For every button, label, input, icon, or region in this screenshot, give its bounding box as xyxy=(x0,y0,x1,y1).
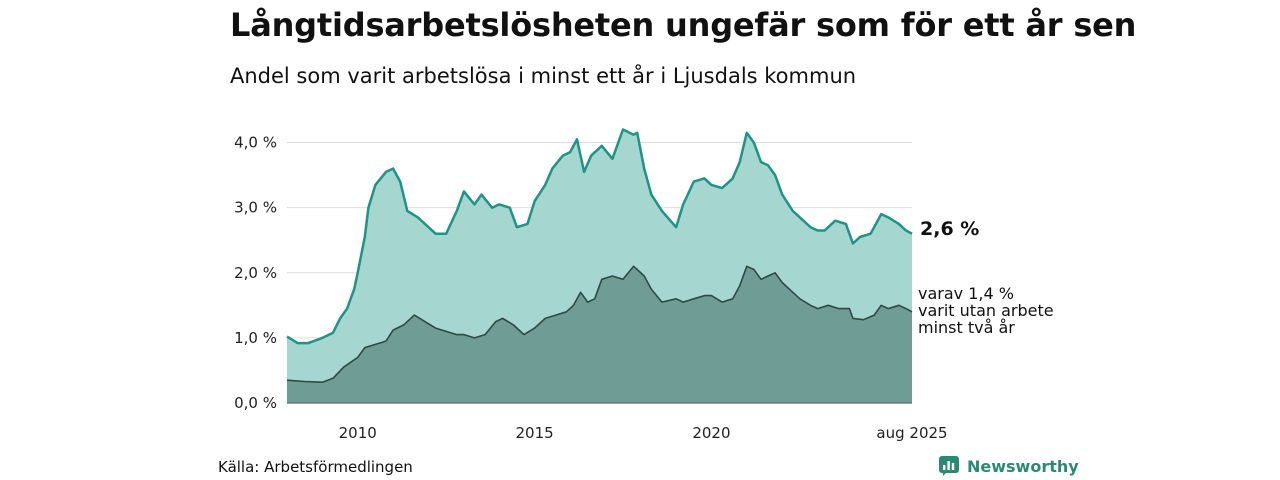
x-tick-label-3: aug 2025 xyxy=(876,424,947,442)
x-tick-label-1: 2015 xyxy=(516,424,554,442)
chart-subtitle: Andel som varit arbetslösa i minst ett å… xyxy=(230,64,857,88)
sub-annotation-line-1: varav 1,4 % xyxy=(918,285,1014,303)
series-0-line xyxy=(286,128,913,345)
y-tick-label-1: 1,0 % xyxy=(234,329,277,347)
source-label: Källa: Arbetsförmedlingen xyxy=(218,458,413,476)
y-tick-label-4: 4,0 % xyxy=(234,134,277,152)
newsworthy-icon xyxy=(939,456,959,476)
latest-value-label: 2,6 % xyxy=(920,218,980,240)
series-1-line xyxy=(286,265,913,383)
sub-annotation-line-2: varit utan arbete xyxy=(918,301,1053,320)
y-tick-label-0: 0,0 % xyxy=(234,394,277,412)
sub-series-annotation: varav 1,4 % varit utan arbete minst två … xyxy=(918,285,1053,336)
series-1-area xyxy=(287,266,912,403)
x-tick-label-2: 2020 xyxy=(692,424,730,442)
brand-logo[interactable]: Newsworthy xyxy=(938,455,1079,477)
y-tick-label-3: 3,0 % xyxy=(234,199,277,217)
x-tick-label-0: 2010 xyxy=(339,424,377,442)
chart-title: Långtidsarbetslösheten ungefär som för e… xyxy=(230,6,1137,44)
y-tick-label-2: 2,0 % xyxy=(234,264,277,282)
sub-annotation-line-3: minst två år xyxy=(918,318,1015,336)
brand-name: Newsworthy xyxy=(967,456,1079,476)
